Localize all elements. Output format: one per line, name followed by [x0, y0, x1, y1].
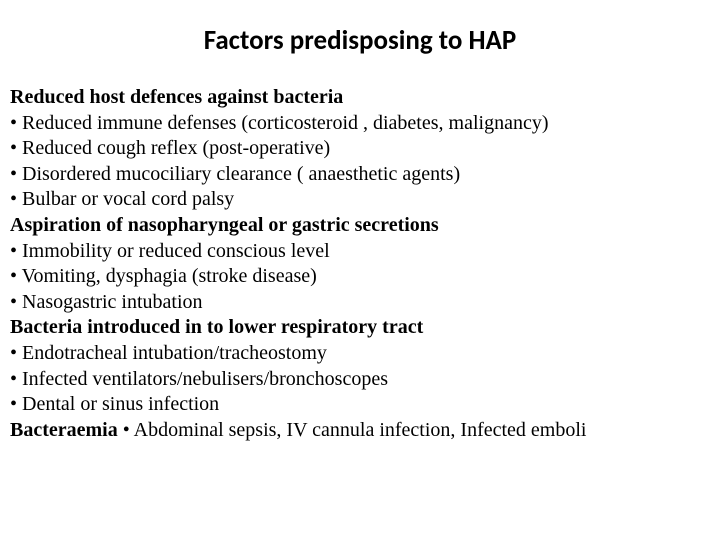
bullet-item: • Infected ventilators/nebulisers/bronch…	[10, 367, 710, 393]
section-heading: Bacteraemia	[10, 419, 118, 441]
bullet-item: • Dental or sinus infection	[10, 392, 710, 418]
bullet-item: • Immobility or reduced conscious level	[10, 239, 710, 265]
bullet-item: • Bulbar or vocal cord palsy	[10, 187, 710, 213]
section-heading: Bacteria introduced in to lower respirat…	[10, 315, 710, 341]
section-heading: Reduced host defences against bacteria	[10, 85, 710, 111]
bullet-item: • Abdominal sepsis, IV cannula infection…	[118, 419, 587, 441]
last-line: Bacteraemia • Abdominal sepsis, IV cannu…	[10, 418, 710, 444]
section-heading: Aspiration of nasopharyngeal or gastric …	[10, 213, 710, 239]
slide: Factors predisposing to HAP Reduced host…	[0, 0, 720, 540]
slide-title: Factors predisposing to HAP	[10, 24, 710, 57]
bullet-item: • Disordered mucociliary clearance ( ana…	[10, 162, 710, 188]
bullet-item: • Nasogastric intubation	[10, 290, 710, 316]
bullet-item: • Endotracheal intubation/tracheostomy	[10, 341, 710, 367]
bullet-item: • Reduced immune defenses (corticosteroi…	[10, 111, 710, 137]
slide-body: Reduced host defences against bacteria •…	[10, 85, 710, 443]
bullet-item: • Reduced cough reflex (post-operative)	[10, 136, 710, 162]
bullet-item: • Vomiting, dysphagia (stroke disease)	[10, 264, 710, 290]
